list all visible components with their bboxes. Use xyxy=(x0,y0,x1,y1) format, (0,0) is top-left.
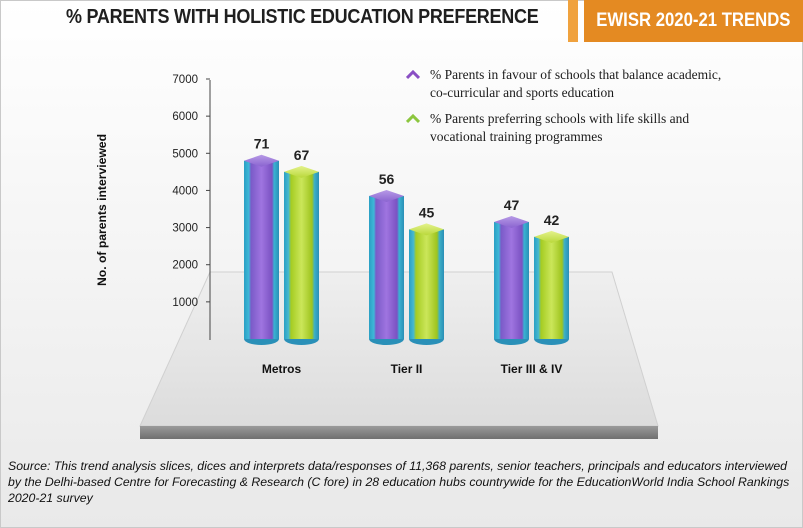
y-tick-label: 7000 xyxy=(172,74,198,86)
y-tick-label: 3000 xyxy=(172,223,198,235)
y-tick-label: 1000 xyxy=(172,297,198,309)
chart-title: % PARENTS WITH HOLISTIC EDUCATION PREFER… xyxy=(66,6,539,28)
x-category-label: Tier II xyxy=(391,362,423,376)
bar xyxy=(244,160,279,339)
trend-badge-label: EWISR 2020-21 TRENDS xyxy=(596,10,791,31)
legend: % Parents in favour of schools that bala… xyxy=(404,66,784,154)
legend-item-series-1: % Parents in favour of schools that bala… xyxy=(404,66,784,102)
legend-purple-chevron-icon xyxy=(406,70,420,80)
bar-top xyxy=(409,223,444,236)
floor-edge xyxy=(140,426,658,439)
legend-label-1a: % Parents in favour of schools that bala… xyxy=(430,67,722,82)
legend-green-chevron-icon xyxy=(406,114,420,124)
bar-value-label: 71 xyxy=(254,136,270,152)
bar-value-label: 42 xyxy=(544,212,560,228)
y-tick-label: 6000 xyxy=(172,111,198,123)
y-tick-label: 4000 xyxy=(172,185,198,197)
y-axis-label: No. of parents interviewed xyxy=(95,134,109,286)
legend-label-1b: co-curricular and sports education xyxy=(430,85,615,100)
y-tick-label: 2000 xyxy=(172,260,198,272)
bar-value-label: 67 xyxy=(294,147,310,163)
x-axis-categories: Metros Tier II Tier III & IV xyxy=(262,362,563,376)
bar-chart: 1000 2000 3000 4000 5000 6000 7000 No. of pare… xyxy=(95,74,659,439)
x-category-label: Metros xyxy=(262,362,302,376)
legend-item-series-2: % Parents preferring schools with life s… xyxy=(404,110,784,146)
y-tick-label: 5000 xyxy=(172,148,198,160)
legend-label-2a: % Parents preferring schools with life s… xyxy=(430,111,690,126)
y-axis-ticks: 1000 2000 3000 4000 5000 6000 7000 xyxy=(172,74,210,309)
trend-badge: EWISR 2020-21 TRENDS xyxy=(584,0,803,42)
x-category-label: Tier III & IV xyxy=(501,362,563,376)
legend-label-2b: vocational training programmes xyxy=(430,129,603,144)
bar-value-label: 56 xyxy=(379,171,395,187)
bar xyxy=(369,196,404,339)
bar xyxy=(534,236,569,339)
bar-value-label: 45 xyxy=(419,204,435,220)
bar-value-label: 47 xyxy=(504,197,520,213)
source-note: Source: This trend analysis slices, dice… xyxy=(8,459,790,505)
bars-group: 71 67 56 45 47 42 xyxy=(244,136,569,345)
trend-accent-strip xyxy=(568,0,578,42)
bar xyxy=(284,171,319,339)
bar-top xyxy=(494,216,529,228)
bar xyxy=(409,229,444,339)
bar-top xyxy=(369,190,404,202)
bar-top xyxy=(284,165,319,178)
bar-top xyxy=(534,230,569,243)
bar-top xyxy=(244,154,279,167)
bar xyxy=(494,222,529,339)
